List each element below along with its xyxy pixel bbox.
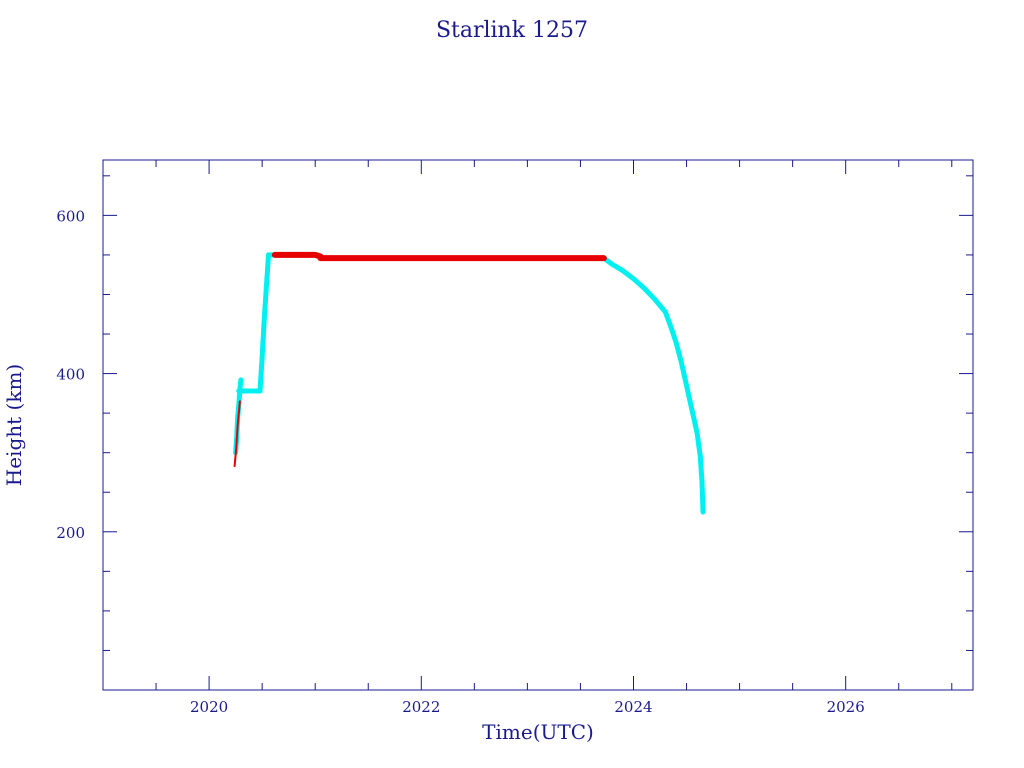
plot-frame <box>102 159 974 691</box>
y-tick-label: 600 <box>56 207 85 225</box>
x-tick-label: 2020 <box>190 698 228 716</box>
x-axis-label: Time(UTC) <box>482 720 594 744</box>
tick-labels: 2020 2022 2024 2026 200 400 600 <box>56 207 864 716</box>
axis-ticks <box>103 160 973 690</box>
y-axis-label: Height (km) <box>2 364 26 486</box>
y-tick-label: 400 <box>56 366 85 384</box>
x-tick-label: 2026 <box>827 698 865 716</box>
y-tick-label: 200 <box>56 524 85 542</box>
series-1-segment-0 <box>233 400 241 468</box>
series-1 <box>233 251 607 468</box>
series-1-segment-1 <box>271 251 324 260</box>
series-0-segment-3 <box>601 255 706 515</box>
x-tick-label: 2024 <box>614 698 652 716</box>
series-0 <box>233 252 706 515</box>
series-0-segment-2 <box>257 252 278 394</box>
data-series <box>233 251 706 515</box>
chart-title: Starlink 1257 <box>436 18 588 43</box>
x-tick-label: 2022 <box>402 698 440 716</box>
